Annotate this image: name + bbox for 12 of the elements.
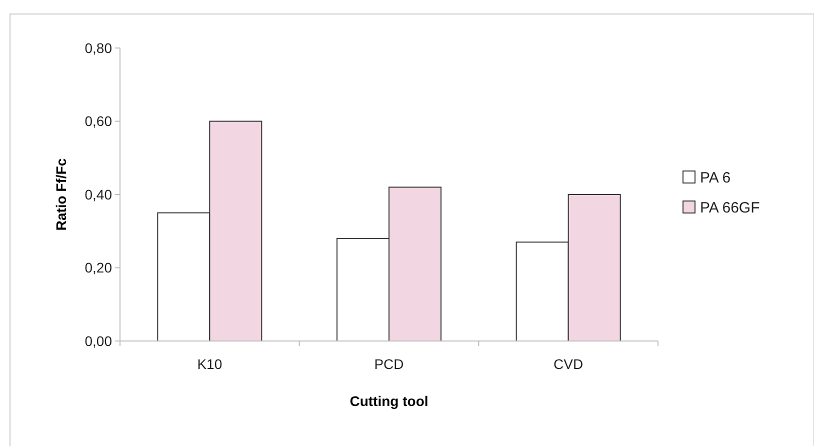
y-tick-label: 0,60 <box>84 113 112 130</box>
legend-label: PA 66GF <box>700 199 760 216</box>
y-tick-label: 0,40 <box>84 186 112 202</box>
x-tick-label: CVD <box>554 356 584 372</box>
y-tick-label: 0,80 <box>84 40 112 56</box>
y-axis-title: Ratio Ff/Fc <box>53 158 69 231</box>
y-tick-label: 0,00 <box>84 332 112 349</box>
legend-label: PA 6 <box>700 169 731 186</box>
x-axis-title: Cutting tool <box>350 393 428 409</box>
x-tick-label: K10 <box>197 356 222 372</box>
y-tick-label: 0,20 <box>84 260 112 276</box>
x-tick-label: PCD <box>374 356 404 372</box>
